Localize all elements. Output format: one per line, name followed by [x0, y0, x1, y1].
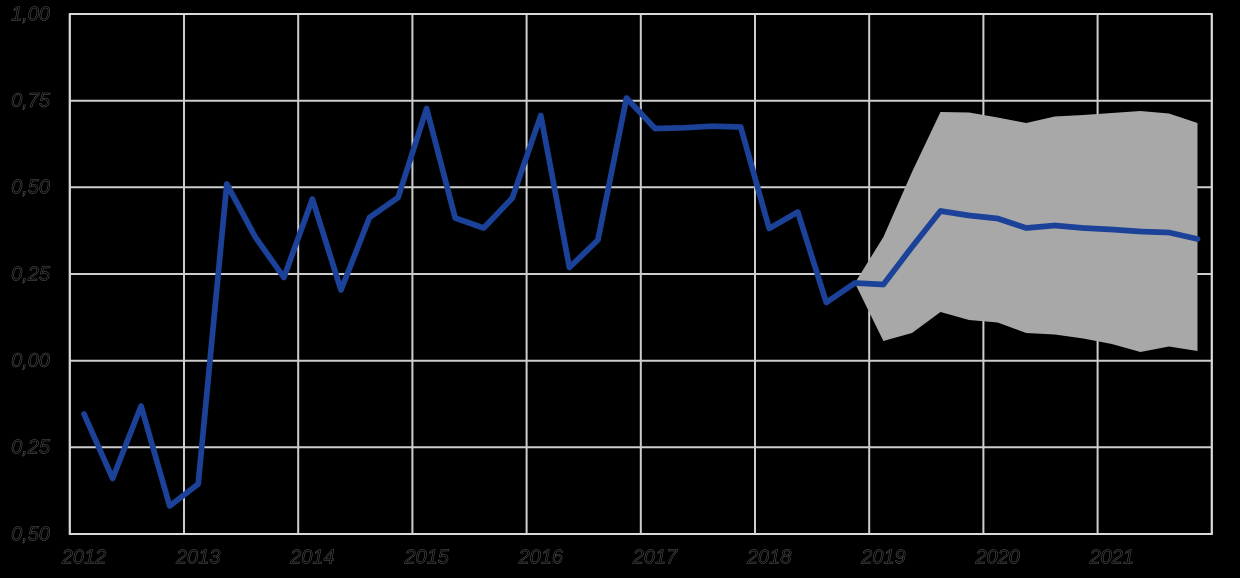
svg-text:2020: 2020: [974, 547, 1020, 569]
svg-text:2017: 2017: [632, 547, 678, 569]
svg-text:2014: 2014: [289, 547, 335, 569]
svg-text:1,00: 1,00: [11, 3, 50, 25]
svg-text:2019: 2019: [860, 547, 906, 569]
svg-text:0,75: 0,75: [11, 90, 51, 112]
svg-text:2013: 2013: [175, 547, 221, 569]
svg-text:0,00: 0,00: [11, 350, 50, 372]
svg-text:2018: 2018: [746, 547, 792, 569]
svg-text:0,25: 0,25: [11, 437, 51, 459]
svg-text:2012: 2012: [61, 547, 107, 569]
svg-text:2015: 2015: [403, 547, 449, 569]
svg-text:2021: 2021: [1089, 547, 1135, 569]
svg-text:0,50: 0,50: [11, 177, 50, 199]
svg-text:0,50: 0,50: [11, 523, 50, 545]
svg-text:2016: 2016: [518, 547, 564, 569]
svg-text:0,25: 0,25: [11, 263, 51, 285]
